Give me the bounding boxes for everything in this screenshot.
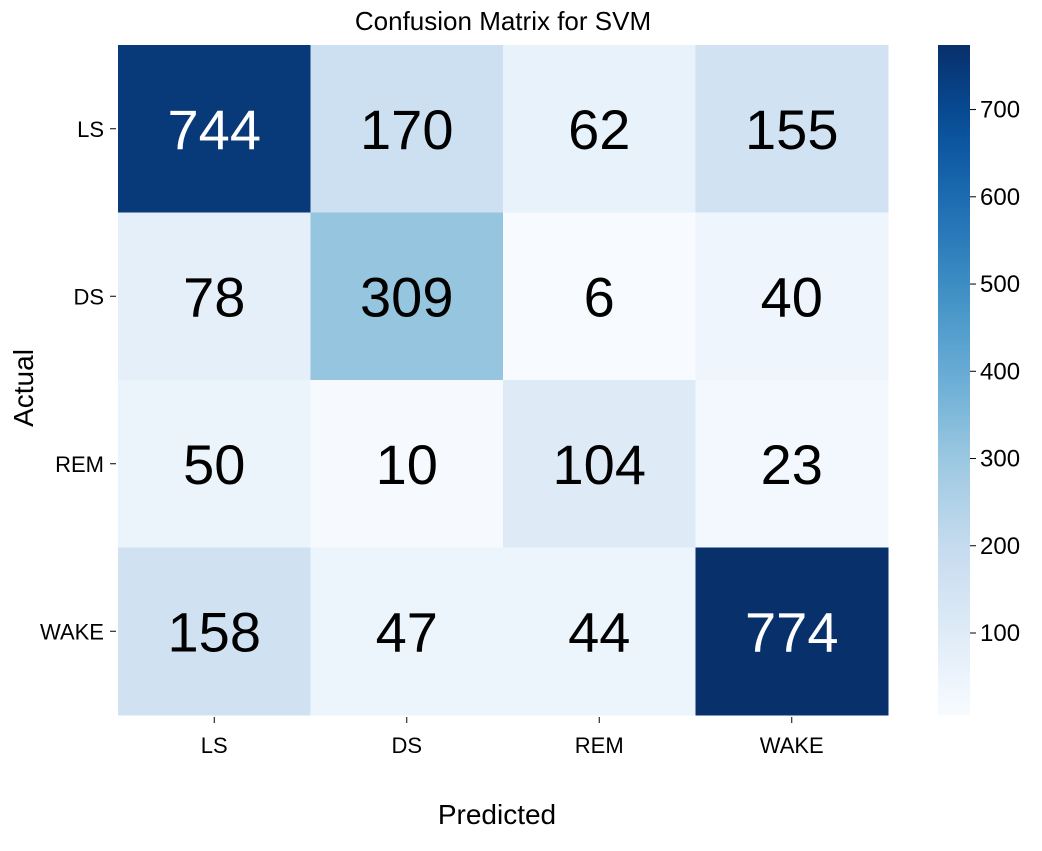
heatmap-cell xyxy=(695,547,889,716)
heatmap-cell xyxy=(503,212,696,381)
heatmap-cell xyxy=(695,380,889,548)
heatmap-cell xyxy=(695,212,889,381)
colorbar-tick-label: 600 xyxy=(980,184,1020,211)
y-tick-label: REM xyxy=(55,452,104,477)
heatmap-cell xyxy=(695,45,889,213)
cell-value-label: 155 xyxy=(745,98,838,161)
cell-value-label: 774 xyxy=(745,600,838,663)
heatmap-cell xyxy=(310,380,504,548)
x-tick-label: WAKE xyxy=(760,733,824,758)
y-tick-label: DS xyxy=(73,284,104,309)
heatmap-cell xyxy=(503,45,696,213)
cell-value-label: 40 xyxy=(761,265,823,328)
colorbar-tick-label: 100 xyxy=(980,620,1020,647)
cell-value-label: 170 xyxy=(360,98,453,161)
chart-title: Confusion Matrix for SVM xyxy=(355,6,651,36)
heatmap-cell xyxy=(310,212,504,381)
y-axis-label: Actual xyxy=(8,349,39,427)
y-tick-label: WAKE xyxy=(40,619,104,644)
x-tick-label: LS xyxy=(201,733,228,758)
heatmap-cells xyxy=(118,45,889,716)
y-axis: LS DS REM WAKE xyxy=(40,117,116,644)
cell-value-label: 309 xyxy=(360,265,453,328)
colorbar-ticks: 100 200 300 400 500 600 700 xyxy=(970,97,1020,647)
colorbar-tick-label: 200 xyxy=(980,533,1020,560)
heatmap-cell xyxy=(118,380,311,548)
heatmap-cell xyxy=(503,547,696,716)
cell-value-label: 744 xyxy=(168,98,261,161)
x-tick-label: DS xyxy=(391,733,422,758)
cell-value-label: 44 xyxy=(568,600,630,663)
x-axis-label: Predicted xyxy=(438,799,556,830)
cell-value-label: 47 xyxy=(376,600,438,663)
y-tick-label: LS xyxy=(77,117,104,142)
heatmap-cell xyxy=(118,547,311,716)
cell-value-label: 50 xyxy=(183,433,245,496)
cell-value-label: 23 xyxy=(761,433,823,496)
x-tick-label: REM xyxy=(575,733,624,758)
colorbar-tick-label: 300 xyxy=(980,446,1020,473)
colorbar-tick-label: 400 xyxy=(980,358,1020,385)
heatmap-cell-labels: 744 170 62 155 78 309 6 40 50 10 104 23 158 47 44 774 xyxy=(168,98,839,664)
heatmap-cell xyxy=(310,45,504,213)
colorbar xyxy=(938,45,970,715)
cell-value-label: 78 xyxy=(183,265,245,328)
cell-value-label: 62 xyxy=(568,98,630,161)
cell-value-label: 6 xyxy=(584,265,615,328)
heatmap-cell xyxy=(118,212,311,381)
heatmap-cell xyxy=(118,45,311,213)
cell-value-label: 158 xyxy=(168,600,261,663)
cell-value-label: 104 xyxy=(553,433,646,496)
colorbar-tick-label: 500 xyxy=(980,271,1020,298)
heatmap-cell xyxy=(310,547,504,716)
x-axis: LS DS REM WAKE xyxy=(201,717,824,758)
heatmap-cell xyxy=(503,380,696,548)
colorbar-tick-label: 700 xyxy=(980,97,1020,124)
cell-value-label: 10 xyxy=(376,433,438,496)
